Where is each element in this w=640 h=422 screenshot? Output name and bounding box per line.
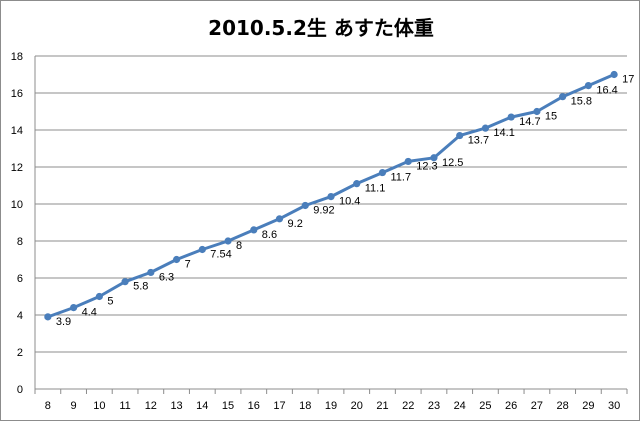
data-label-18: 9.92 (313, 204, 334, 216)
data-label-17: 9.2 (288, 218, 303, 230)
y-tick-label-14: 14 (11, 125, 23, 137)
data-label-26: 14.7 (519, 116, 540, 128)
y-tick-label-12: 12 (11, 162, 23, 174)
y-tick-label-2: 2 (17, 347, 23, 359)
y-tick-label-16: 16 (11, 88, 23, 100)
x-tick-label-21: 21 (376, 400, 388, 412)
data-point-25 (481, 124, 490, 132)
data-point-11 (121, 278, 129, 286)
y-tick-label-6: 6 (17, 273, 23, 285)
data-label-22: 12.3 (416, 160, 437, 172)
x-tick-label-13: 13 (170, 400, 182, 412)
x-tick-label-12: 12 (145, 400, 157, 412)
data-point-12 (147, 268, 155, 277)
data-label-12: 6.3 (159, 271, 174, 283)
data-label-14: 7.54 (210, 249, 231, 261)
y-tick-label-18: 18 (11, 51, 23, 63)
data-label-8: 3.9 (56, 316, 71, 328)
data-point-20 (353, 180, 361, 188)
data-labels: 3.9 4.4 5 5.8 6.3 7 7.54 8 8.6 9.2 9.92 10.4 11.1 11.… (56, 74, 635, 328)
data-point-18 (301, 201, 309, 210)
data-point-9 (70, 304, 78, 312)
data-label-23: 12.5 (442, 157, 463, 169)
data-label-16: 8.6 (262, 229, 277, 241)
x-tick-label-16: 16 (248, 400, 260, 412)
x-tick-label-18: 18 (299, 400, 311, 412)
data-point-26 (507, 113, 515, 121)
y-tick-label-8: 8 (17, 236, 23, 248)
data-point-16 (250, 226, 258, 234)
y-tick-label-0: 0 (17, 384, 23, 396)
x-tick-label-30: 30 (608, 400, 620, 412)
x-tick-label-11: 11 (119, 400, 130, 412)
data-point-17 (275, 215, 284, 223)
data-label-30: 17 (622, 74, 634, 86)
data-point-21 (378, 168, 387, 177)
data-point-27 (533, 107, 541, 116)
data-label-11: 5.8 (133, 281, 148, 293)
data-point-29 (584, 82, 592, 90)
data-label-15: 8 (236, 240, 242, 252)
data-point-14 (198, 245, 206, 254)
x-tick-labels: 8 9 10 11 12 13 14 15 16 17 18 19 20 21 22 23 24 25 26 27 28… (45, 400, 620, 412)
x-tick-label-9: 9 (71, 400, 77, 412)
data-point-30 (610, 70, 618, 79)
data-point-24 (456, 131, 464, 140)
data-label-20: 11.1 (365, 183, 386, 195)
series-weight (44, 70, 618, 321)
data-label-9: 4.4 (82, 307, 97, 319)
y-tick-label-10: 10 (11, 199, 23, 211)
data-label-10: 5 (107, 296, 113, 308)
data-label-13: 7 (185, 259, 191, 271)
data-point-13 (172, 255, 181, 264)
data-label-25: 14.1 (493, 127, 514, 139)
data-label-29: 16.4 (596, 85, 617, 97)
data-point-22 (404, 157, 412, 166)
data-label-28: 15.8 (571, 96, 592, 108)
x-tick-label-19: 19 (325, 400, 337, 412)
x-tick-label-25: 25 (479, 400, 491, 412)
data-point-23 (430, 154, 438, 162)
data-label-27: 15 (545, 111, 557, 123)
x-tick-label-15: 15 (222, 400, 234, 412)
x-tick-label-22: 22 (402, 400, 414, 412)
data-label-19: 10.4 (339, 196, 360, 208)
x-tick-label-14: 14 (196, 400, 208, 412)
x-tick-label-26: 26 (505, 400, 517, 412)
x-tick-label-17: 17 (273, 400, 285, 412)
data-label-21: 11.7 (390, 172, 411, 184)
data-point-10 (95, 292, 103, 301)
x-tick-label-10: 10 (93, 400, 105, 412)
x-tick-label-29: 29 (582, 400, 594, 412)
x-tick-label-24: 24 (454, 400, 466, 412)
data-point-28 (559, 93, 567, 101)
y-tick-labels: 0 2 4 6 8 10 12 14 16 18 (11, 51, 23, 396)
x-tick-label-23: 23 (428, 400, 440, 412)
data-point-15 (224, 237, 232, 245)
data-label-24: 13.7 (468, 135, 489, 147)
data-point-19 (327, 193, 335, 201)
x-tick-label-8: 8 (45, 400, 51, 412)
y-tick-label-4: 4 (17, 310, 23, 322)
chart-title: 2010.5.2生 あすた体重 (208, 16, 434, 40)
axes (34, 56, 628, 394)
x-tick-label-28: 28 (557, 400, 569, 412)
data-point-8 (44, 313, 52, 321)
x-tick-label-27: 27 (531, 400, 543, 412)
x-tick-label-20: 20 (351, 400, 363, 412)
